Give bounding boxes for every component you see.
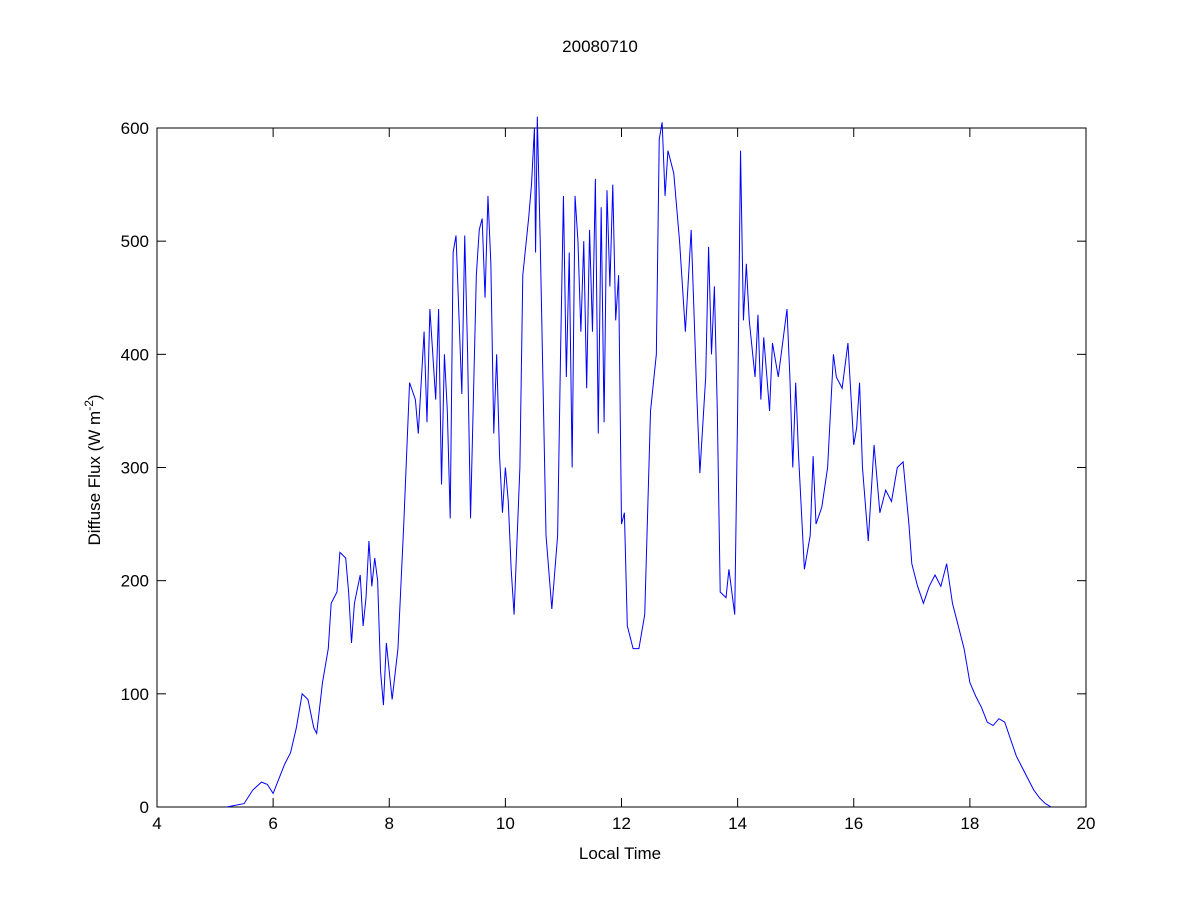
x-tick-label: 10 — [496, 814, 515, 833]
y-axis-label: Diffuse Flux (W m-2) — [82, 394, 104, 545]
y-tick-label: 100 — [121, 685, 149, 704]
y-tick-label: 300 — [121, 459, 149, 478]
x-tick-label: 18 — [960, 814, 979, 833]
y-tick-label: 200 — [121, 572, 149, 591]
y-label-suffix: ) — [85, 394, 104, 400]
y-label-text: Diffuse Flux (W m — [85, 411, 104, 546]
x-tick-label: 16 — [844, 814, 863, 833]
y-tick-label: 500 — [121, 232, 149, 251]
x-tick-label: 14 — [728, 814, 747, 833]
x-tick-label: 20 — [1077, 814, 1096, 833]
x-tick-label: 12 — [612, 814, 631, 833]
y-label-superscript: -2 — [82, 400, 96, 411]
y-tick-label: 600 — [121, 119, 149, 138]
y-tick-label: 400 — [121, 345, 149, 364]
y-tick-label: 0 — [140, 798, 149, 817]
chart-title: 20080710 — [562, 37, 638, 56]
x-tick-label: 4 — [152, 814, 161, 833]
x-axis-label: Local Time — [579, 844, 661, 863]
x-tick-label: 8 — [385, 814, 394, 833]
x-tick-label: 6 — [268, 814, 277, 833]
data-line — [226, 116, 1052, 808]
